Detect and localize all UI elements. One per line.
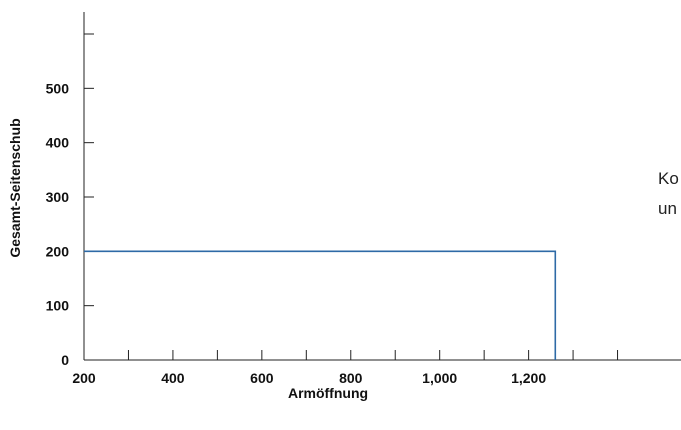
x-axis-tick-label: 1,200	[511, 370, 546, 386]
y-axis-title: Gesamt-Seitenschub	[7, 118, 23, 257]
x-axis-ticks	[127, 350, 619, 360]
x-axis-tick-label: 1,000	[422, 370, 457, 386]
y-axis-ticks	[84, 33, 94, 307]
annotation-line-2: un	[658, 199, 677, 218]
x-axis-tick-label: 400	[161, 370, 185, 386]
y-axis-tick-label: 300	[46, 189, 70, 205]
annotation-line-1: Ko	[658, 169, 679, 188]
x-axis-tick-label: 800	[339, 370, 363, 386]
x-axis-title: Armöffnung	[288, 385, 368, 401]
series-layer	[84, 250, 557, 360]
y-axis-tick-labels: 0 100 200 300 400 500	[46, 80, 70, 368]
x-axis-tick-label: 600	[250, 370, 274, 386]
y-axis-tick-label: 500	[46, 80, 70, 96]
series-line	[84, 250, 557, 360]
y-axis-tick-label: 400	[46, 135, 70, 151]
y-axis-tick-label: 0	[61, 352, 69, 368]
y-axis-tick-label: 100	[46, 298, 70, 314]
y-axis-tick-label: 200	[46, 243, 70, 259]
x-axis-tick-label: 200	[72, 370, 96, 386]
x-axis-tick-labels: 200 400 600 800 1,000 1,200	[72, 370, 546, 386]
